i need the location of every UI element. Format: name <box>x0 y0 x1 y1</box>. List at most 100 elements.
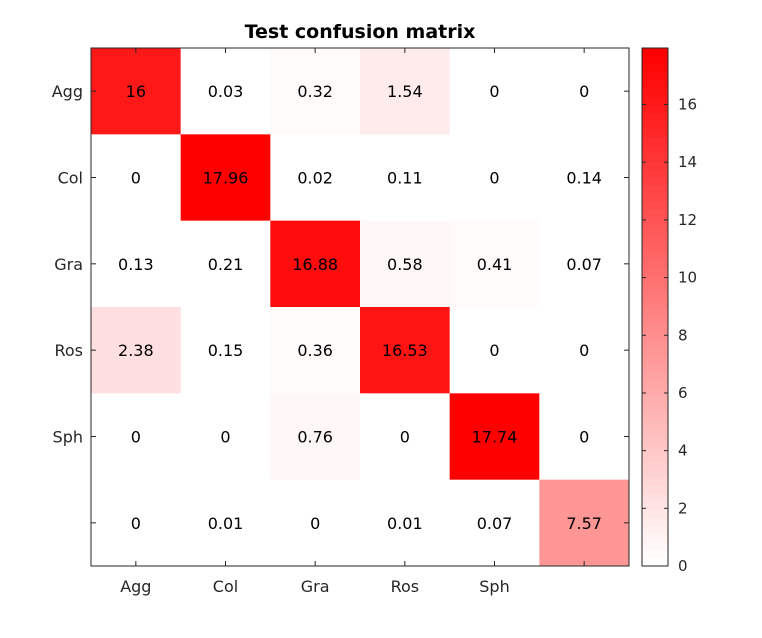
cell-value-label: 0.76 <box>297 428 333 447</box>
heatmap-cell <box>180 220 271 308</box>
heatmap-cell <box>180 479 271 567</box>
cell-value-label: 0 <box>131 428 141 447</box>
y-tick-label: Agg <box>52 82 83 101</box>
heatmap-cell <box>539 134 630 222</box>
colorbar-band <box>642 476 668 486</box>
heatmap-cell <box>539 220 630 308</box>
colorbar-band <box>642 396 668 405</box>
colorbar-tick-labels: 0 2 4 6 8 10 12 14 16 <box>678 96 697 575</box>
colorbar-band <box>642 201 668 211</box>
cell-value-label: 0.36 <box>297 341 333 360</box>
colorbar-band <box>642 137 668 146</box>
heatmap-cell <box>270 307 361 394</box>
cell-value-label: 0.01 <box>208 514 244 533</box>
colorbar-band <box>642 250 668 260</box>
heatmap-cell <box>180 307 271 394</box>
colorbar-band <box>642 153 668 162</box>
colorbar-band <box>642 96 668 106</box>
heatmap-cell <box>270 220 361 308</box>
cell-value-label: 0 <box>131 169 141 188</box>
x-tick-label: Gra <box>301 577 330 596</box>
heatmap-cell <box>91 48 182 135</box>
heatmap-cell <box>180 48 271 135</box>
colorbar-band <box>642 339 668 349</box>
heatmap-cell <box>91 307 182 394</box>
cell-value-label: 0 <box>310 514 320 533</box>
colorbar-band <box>642 145 668 154</box>
cell-value-label: 0 <box>489 169 499 188</box>
colorbar-band <box>642 72 668 81</box>
cell-value-label: 16.88 <box>292 255 338 274</box>
heatmap-cell <box>360 134 451 222</box>
cell-value-label: 0.02 <box>297 169 333 188</box>
colorbar-band <box>642 185 668 195</box>
heatmap-cell <box>449 479 540 567</box>
colorbar-band <box>642 493 668 502</box>
colorbar-tick-label: 8 <box>678 326 688 344</box>
colorbar-ticks <box>642 104 668 567</box>
cell-value-label: 0.32 <box>297 82 333 101</box>
heatmap-cell <box>449 393 540 481</box>
colorbar-band <box>642 501 668 510</box>
colorbar-band <box>642 452 668 462</box>
colorbar-band <box>642 217 668 227</box>
colorbar-band <box>642 444 668 454</box>
cell-value-label: 0 <box>579 341 589 360</box>
cell-value-label: 0.58 <box>387 255 423 274</box>
colorbar-band <box>642 460 668 470</box>
colorbar-tick-label: 6 <box>678 384 688 402</box>
cell-value-label: 0 <box>579 82 589 101</box>
heatmap-cell <box>180 134 271 222</box>
cell-value-label: 0.14 <box>566 169 602 188</box>
cell-value-label: 16 <box>126 82 146 101</box>
y-tick-label: Sph <box>53 428 83 447</box>
colorbar-band <box>642 428 668 438</box>
x-tick-label: Col <box>213 577 238 596</box>
cell-value-label: 1.54 <box>387 82 423 101</box>
colorbar-gradient <box>642 48 668 567</box>
heatmap-cell <box>539 393 630 481</box>
cell-value-label: 0.03 <box>208 82 244 101</box>
heatmap-cell <box>91 220 182 308</box>
heatmap-cell <box>270 48 361 135</box>
heatmap-cell <box>539 479 630 567</box>
colorbar-band <box>642 234 668 243</box>
cell-value-label: 0 <box>579 428 589 447</box>
x-tick-label: Sph <box>479 577 509 596</box>
colorbar-band <box>642 88 668 98</box>
colorbar-band <box>642 128 668 138</box>
colorbar-band <box>642 104 668 114</box>
cell-value-label: 0.07 <box>566 255 602 274</box>
colorbar-band <box>642 404 668 413</box>
colorbar: 0 2 4 6 8 10 12 14 16 <box>641 47 697 575</box>
colorbar-band <box>642 80 668 90</box>
colorbar-band <box>642 347 668 357</box>
cell-labels: 16 0.03 0.32 1.54 0 0 0 17.96 0.02 0.11 0 0.14 0.13 0… <box>118 82 602 533</box>
axis-ticks <box>91 48 629 566</box>
cell-value-label: 0.15 <box>208 341 244 360</box>
cell-value-label: 0.13 <box>118 255 154 274</box>
colorbar-band <box>642 371 668 381</box>
colorbar-band <box>642 193 668 203</box>
cell-value-label: 0 <box>131 514 141 533</box>
cell-value-label: 0.41 <box>477 255 513 274</box>
colorbar-band <box>642 120 668 130</box>
colorbar-band <box>642 48 668 57</box>
colorbar-band <box>642 258 668 268</box>
x-tick-label: Agg <box>120 577 151 596</box>
heatmap-cell <box>270 393 361 481</box>
colorbar-band <box>642 549 668 559</box>
cell-value-label: 0.21 <box>208 255 244 274</box>
colorbar-tick-label: 10 <box>678 269 697 287</box>
cell-value-label: 17.96 <box>203 169 249 188</box>
cell-value-label: 0 <box>489 82 499 101</box>
colorbar-band <box>642 209 668 219</box>
colorbar-band <box>642 420 668 430</box>
heatmap-cell <box>449 307 540 394</box>
heatmap-cell <box>360 479 451 567</box>
colorbar-band <box>642 169 668 179</box>
cell-value-label: 0 <box>489 341 499 360</box>
y-axis-tick-labels: Agg Col Gra Ros Sph <box>52 82 83 446</box>
heatmap-cell <box>91 479 182 567</box>
